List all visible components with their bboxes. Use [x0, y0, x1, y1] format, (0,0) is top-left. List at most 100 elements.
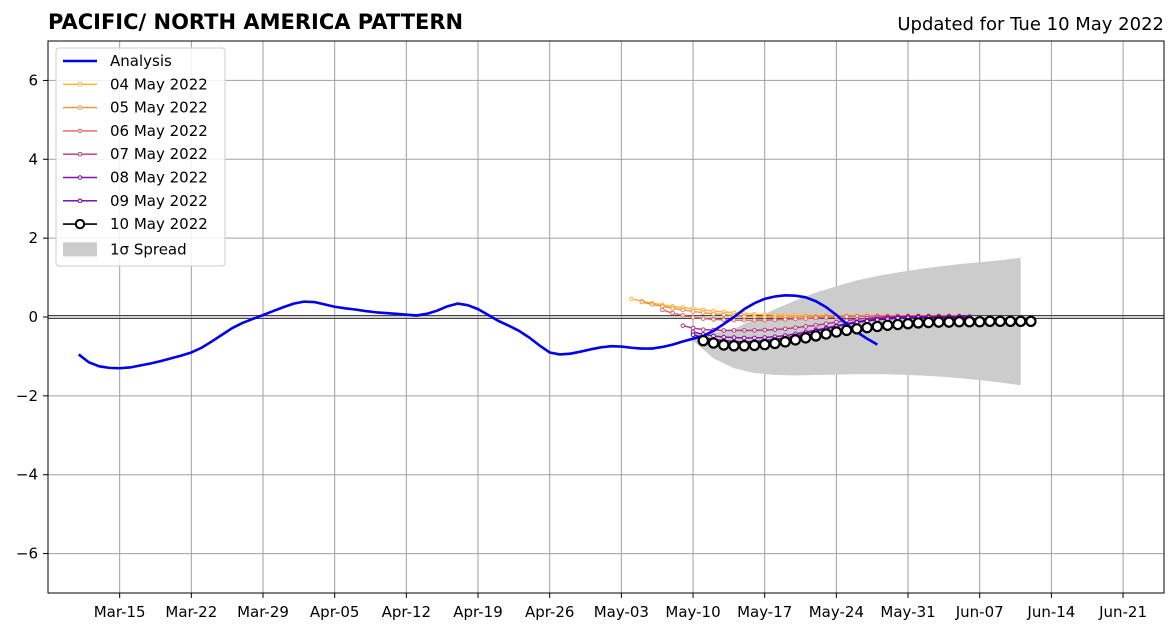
- latest-forecast-point: [769, 337, 781, 350]
- forecast-point: [803, 324, 808, 329]
- legend-label: 07 May 2022: [110, 145, 208, 163]
- forecast-point: [690, 332, 696, 338]
- latest-forecast-point: [830, 326, 843, 338]
- legend-label: 10 May 2022: [110, 215, 208, 233]
- latest-forecast-point: [758, 338, 771, 351]
- legend-label: 05 May 2022: [110, 99, 208, 117]
- latest-forecast-point: [1014, 315, 1027, 328]
- forecast-point: [660, 307, 665, 313]
- x-tick-label: May-03: [594, 603, 649, 621]
- y-tick-label: 0: [28, 308, 38, 326]
- legend-marker: [77, 151, 83, 157]
- forecast-line: [692, 315, 970, 339]
- x-tick-label: May-10: [665, 603, 720, 621]
- legend-marker: [77, 82, 83, 87]
- x-tick-label: Apr-26: [525, 603, 575, 621]
- legend-label: 04 May 2022: [110, 75, 208, 93]
- forecast-point: [762, 327, 767, 333]
- latest-forecast-point: [707, 337, 720, 349]
- forecast-point: [823, 321, 829, 327]
- series-layer: [77, 294, 1037, 370]
- latest-forecast-point: [922, 316, 935, 329]
- x-tick-label: May-17: [737, 603, 792, 621]
- latest-forecast-point: [851, 323, 863, 335]
- forecast-point: [700, 316, 706, 321]
- forecast-point: [793, 325, 798, 330]
- legend-marker: [77, 198, 83, 204]
- forecast-point: [782, 317, 788, 322]
- forecast-point: [772, 317, 778, 323]
- forecast-point: [741, 317, 747, 323]
- legend-label: 09 May 2022: [110, 192, 208, 210]
- y-tick-label: 6: [28, 71, 38, 89]
- forecast-point: [752, 317, 757, 323]
- forecast-point: [721, 328, 727, 333]
- latest-forecast-point: [974, 316, 986, 328]
- latest-forecast-point: [994, 315, 1006, 328]
- latest-forecast-series: [697, 315, 1037, 352]
- forecast-point: [680, 307, 686, 313]
- latest-forecast-point: [1004, 315, 1017, 328]
- forecast-point: [711, 311, 716, 317]
- forecast-point: [741, 328, 747, 333]
- latest-forecast-point: [963, 316, 976, 328]
- forecast-point: [823, 315, 829, 320]
- forecast-point: [690, 309, 696, 314]
- forecast-point: [680, 313, 686, 318]
- forecast-line: [692, 316, 970, 343]
- x-tick-label: May-31: [880, 603, 935, 621]
- forecast-point: [639, 299, 645, 305]
- latest-forecast-point: [840, 324, 853, 337]
- latest-forecast-point: [810, 330, 822, 342]
- y-tick-label: 2: [28, 229, 38, 247]
- latest-forecast-point: [748, 339, 761, 352]
- legend-marker: [77, 175, 83, 180]
- latest-forecast-point: [943, 316, 955, 328]
- forecast-point: [690, 315, 696, 320]
- forecast-point: [731, 335, 737, 340]
- latest-forecast-point: [789, 334, 802, 346]
- forecast-point: [629, 296, 634, 302]
- forecast-point: [741, 335, 747, 341]
- x-tick-label: Mar-22: [165, 603, 217, 621]
- x-tick-label: Apr-05: [310, 603, 360, 621]
- y-tick-label: −6: [16, 545, 38, 563]
- legend-label: 06 May 2022: [110, 122, 208, 140]
- latest-forecast-point: [738, 340, 750, 352]
- latest-forecast-point: [984, 315, 996, 328]
- forecast-point: [680, 323, 686, 328]
- legend-label: 08 May 2022: [110, 169, 208, 187]
- latest-forecast-point: [881, 319, 894, 331]
- y-tick-label: −2: [16, 387, 38, 405]
- y-tick-label: −4: [16, 466, 38, 484]
- forecast-point: [690, 325, 696, 331]
- latest-forecast-point: [820, 328, 832, 340]
- x-tick-label: Apr-19: [453, 603, 503, 621]
- forecast-point: [844, 314, 849, 319]
- forecast-point: [782, 326, 788, 332]
- forecast-point: [762, 317, 767, 323]
- x-tick-label: Apr-12: [382, 603, 432, 621]
- latest-forecast-point: [779, 336, 791, 348]
- x-tick-label: Jun-21: [1098, 603, 1147, 621]
- latest-forecast-point: [871, 320, 884, 333]
- forecast-point: [813, 322, 819, 328]
- legend-marker: [77, 128, 83, 134]
- legend-swatch-spread: [63, 242, 97, 257]
- latest-forecast-point: [953, 316, 965, 328]
- x-tick-label: Jun-07: [955, 603, 1004, 621]
- forecast-point: [741, 313, 747, 319]
- latest-forecast-point: [718, 339, 730, 351]
- y-tick-label: 4: [28, 150, 38, 168]
- forecast-point: [700, 327, 706, 332]
- legend-marker: [77, 105, 83, 110]
- legend-box: [55, 47, 226, 267]
- latest-forecast-point: [1025, 315, 1037, 328]
- latest-forecast-point: [912, 317, 924, 329]
- analysis-line: [77, 294, 878, 370]
- x-tick-label: May-24: [809, 603, 864, 621]
- latest-forecast-point: [892, 318, 904, 331]
- forecast-point: [721, 317, 727, 323]
- x-tick-label: Jun-14: [1026, 603, 1075, 621]
